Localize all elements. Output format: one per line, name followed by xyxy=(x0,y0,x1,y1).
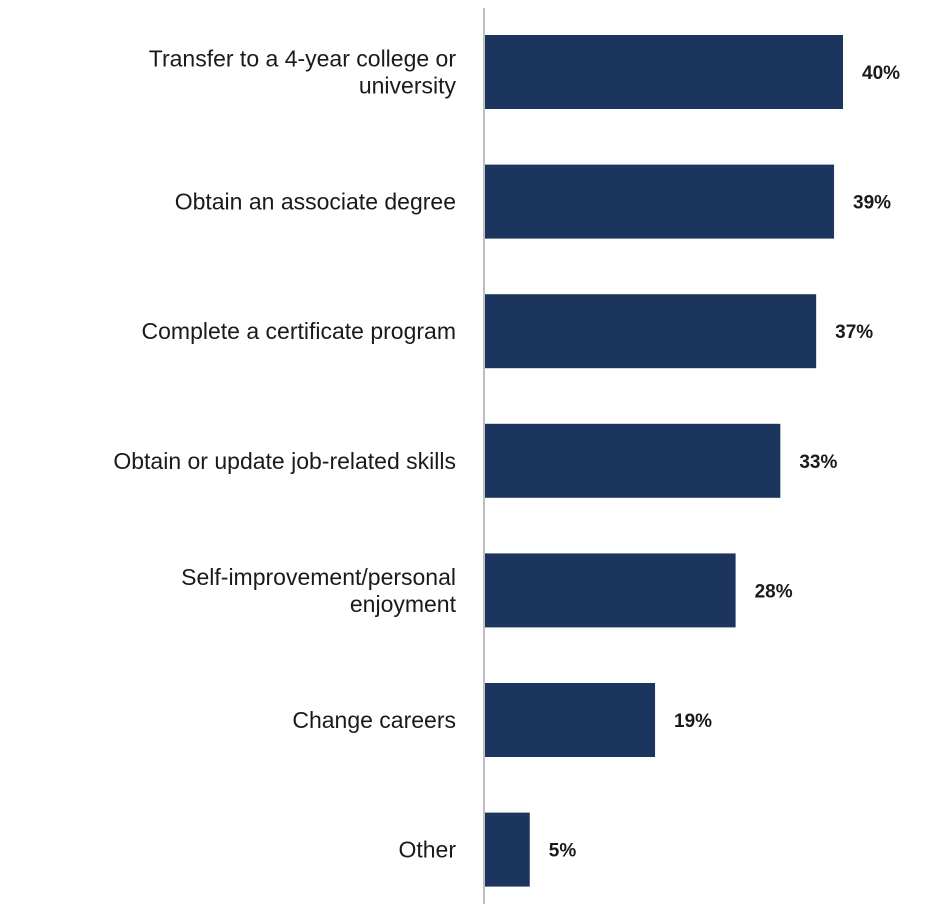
value-label-1: 39% xyxy=(853,193,891,214)
bar-2 xyxy=(485,294,817,369)
category-label-3: Obtain or update job-related skills xyxy=(113,448,456,474)
category-label-0-line-1: university xyxy=(359,73,457,99)
bar-1 xyxy=(485,164,835,239)
value-label-2: 37% xyxy=(835,322,873,343)
category-label-0-line-0: Transfer to a 4-year college or xyxy=(149,46,457,72)
category-label-2-line-0: Complete a certificate program xyxy=(142,318,456,344)
value-label-5: 19% xyxy=(674,711,712,732)
value-labels-group: 40% 39% 37% 33% 28% 19% 5% xyxy=(549,63,900,862)
category-label-1: Obtain an associate degree xyxy=(175,189,456,215)
value-label-6: 5% xyxy=(549,841,577,862)
bar-5 xyxy=(485,683,656,757)
category-label-6: Other xyxy=(398,837,456,863)
bars-group xyxy=(485,35,843,887)
category-label-0: Transfer to a 4-year college or universit… xyxy=(149,46,457,99)
category-label-2: Complete a certificate program xyxy=(142,318,456,344)
category-label-3-line-0: Obtain or update job-related skills xyxy=(113,448,456,474)
category-label-6-line-0: Other xyxy=(398,837,456,863)
bar-6 xyxy=(485,812,530,887)
category-label-1-line-0: Obtain an associate degree xyxy=(175,189,456,215)
value-label-4: 28% xyxy=(755,581,793,602)
category-label-4-line-0: Self-improvement/personal xyxy=(181,564,456,590)
category-label-5: Change careers xyxy=(292,707,456,733)
category-label-4-line-1: enjoyment xyxy=(350,591,457,617)
bar-3 xyxy=(485,423,781,498)
value-label-3: 33% xyxy=(799,452,837,473)
category-labels-group: Transfer to a 4-year college or universit… xyxy=(113,46,456,863)
bar-0 xyxy=(485,35,843,109)
category-label-4: Self-improvement/personal enjoyment xyxy=(181,564,456,617)
category-label-5-line-0: Change careers xyxy=(292,707,456,733)
bar-4 xyxy=(485,553,736,628)
value-label-0: 40% xyxy=(862,63,900,84)
